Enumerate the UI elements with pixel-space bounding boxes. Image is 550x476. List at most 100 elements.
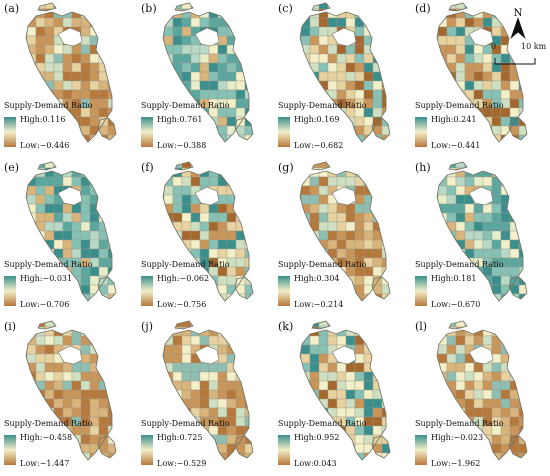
region-cell — [18, 312, 27, 317]
region-cell — [455, 71, 466, 82]
region-cell — [319, 312, 328, 317]
region-cell — [71, 293, 82, 301]
lake — [331, 345, 357, 365]
region-cell — [44, 194, 55, 205]
region-cell — [263, 390, 272, 399]
region-cell — [318, 44, 329, 55]
legend-high-value: High:0.952 — [294, 433, 340, 442]
island-outline — [37, 2, 57, 12]
region-cell — [107, 26, 116, 37]
region-cell — [208, 221, 219, 232]
region-cell — [492, 462, 501, 471]
region-cell — [437, 62, 439, 73]
region-cell — [336, 284, 347, 295]
legend-high-value: High:−0.458 — [20, 433, 73, 442]
region-cell — [500, 134, 511, 142]
region-cell — [235, 8, 246, 19]
region-cell — [391, 108, 400, 117]
region-cell — [44, 344, 55, 355]
region-cell — [274, 240, 283, 249]
region-cell — [391, 318, 400, 327]
region-cell — [181, 35, 192, 46]
region-cell — [62, 212, 73, 223]
region-cell — [98, 380, 109, 391]
region-cell — [146, 213, 155, 222]
region-cell — [137, 381, 146, 390]
lake — [194, 186, 220, 206]
region-cell — [537, 108, 546, 117]
region-cell — [146, 399, 155, 408]
region-cell — [263, 327, 272, 336]
region-cell — [446, 203, 457, 214]
region-cell — [274, 222, 283, 231]
region-cell — [254, 426, 263, 435]
region-cell — [509, 203, 520, 214]
region-cell — [372, 17, 383, 28]
region-cell — [482, 434, 493, 445]
region-cell — [482, 362, 493, 373]
region-cell — [26, 284, 28, 295]
region-cell — [53, 284, 64, 295]
region-cell — [26, 398, 37, 409]
region-cell — [226, 53, 237, 64]
region-cell — [411, 54, 420, 63]
region-cell — [35, 344, 46, 355]
region-cell — [400, 99, 409, 108]
region-cell — [491, 248, 502, 259]
region-cell — [309, 353, 320, 364]
region-cell — [474, 312, 483, 317]
region-cell — [372, 257, 383, 268]
region-cell — [107, 230, 116, 241]
region-cell — [318, 407, 329, 418]
region-cell — [411, 27, 420, 36]
region-cell — [491, 176, 502, 187]
region-cell — [244, 89, 253, 100]
region-cell — [208, 162, 219, 169]
region-cell — [107, 380, 116, 391]
region-cell — [89, 89, 100, 100]
region-cell — [98, 53, 109, 64]
region-cell — [447, 471, 456, 476]
region-cell — [528, 222, 537, 231]
region-cell — [400, 159, 409, 168]
region-cell — [89, 134, 100, 142]
region-cell — [446, 371, 457, 382]
region-cell — [420, 18, 429, 27]
region-cell — [263, 294, 272, 303]
region-cell — [80, 362, 91, 373]
region-cell — [218, 144, 227, 153]
region-cell — [190, 80, 201, 91]
region-cell — [137, 186, 146, 195]
region-cell — [235, 212, 246, 223]
region-cell — [382, 153, 391, 158]
region-cell — [181, 44, 192, 55]
region-cell — [26, 230, 28, 241]
region-cell — [528, 108, 537, 117]
region-cell — [53, 443, 64, 454]
region-cell — [354, 203, 365, 214]
region-cell — [181, 371, 192, 382]
region-cell — [300, 326, 302, 337]
region-cell — [26, 248, 37, 259]
region-cell — [163, 284, 174, 295]
region-cell — [345, 248, 356, 259]
region-cell — [455, 344, 466, 355]
region-cell — [126, 363, 135, 372]
region-cell — [363, 293, 374, 301]
lake — [57, 27, 83, 47]
region-cell — [26, 3, 37, 10]
region-cell — [235, 162, 246, 169]
region-cell — [80, 212, 91, 223]
region-cell — [537, 18, 546, 27]
region-cell — [146, 372, 155, 381]
region-cell — [208, 176, 219, 187]
legend-color-ramp — [141, 435, 153, 465]
region-cell — [117, 267, 126, 276]
region-cell — [528, 240, 537, 249]
region-cell — [126, 81, 135, 90]
region-cell — [391, 45, 400, 54]
region-cell — [509, 416, 520, 427]
region-cell — [546, 381, 548, 390]
region-cell — [446, 17, 457, 28]
region-cell — [18, 471, 27, 476]
